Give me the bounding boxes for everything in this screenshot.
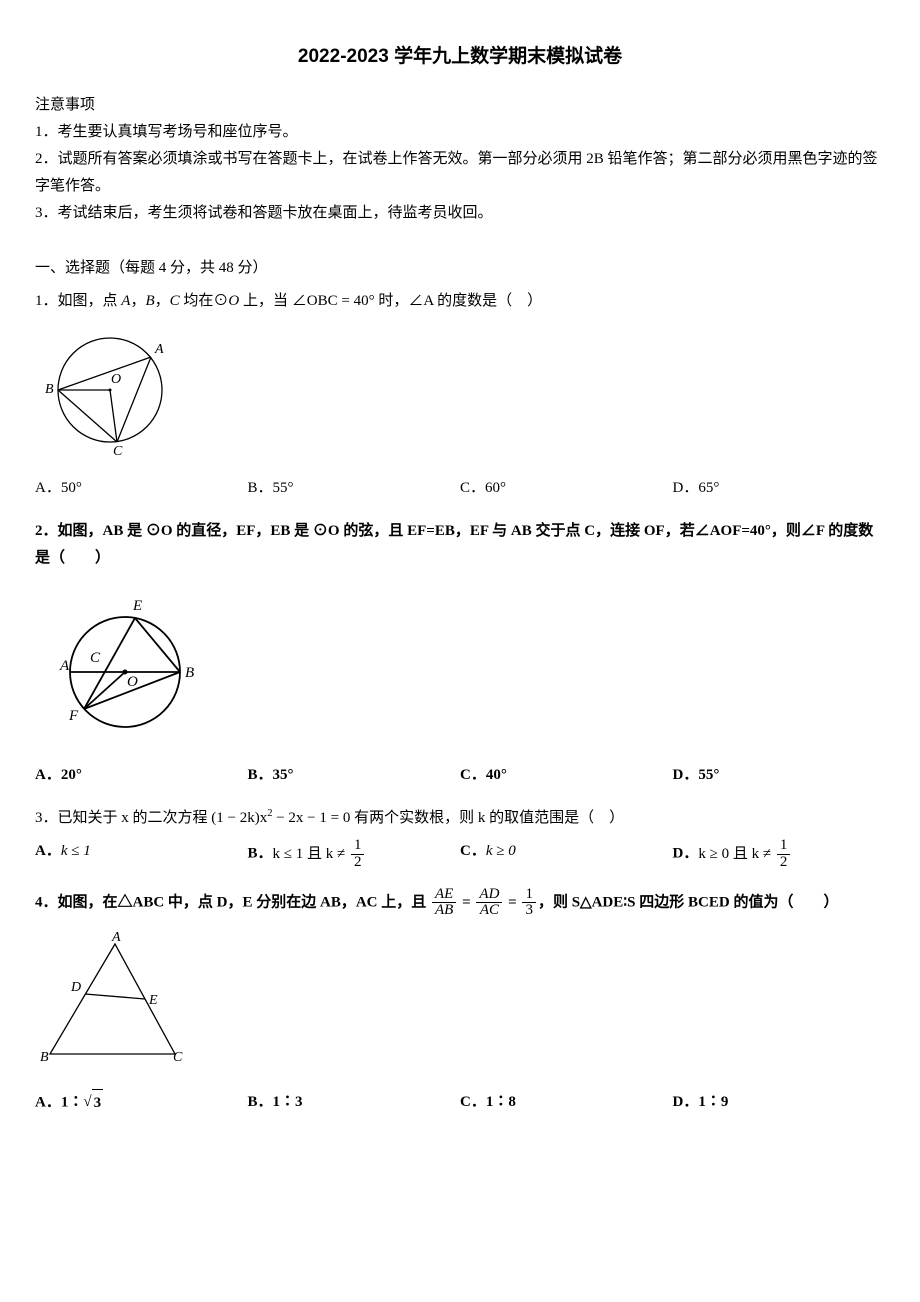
q4-f3-den: 3 xyxy=(522,903,536,919)
q4-fig-label-E: E xyxy=(148,993,158,1008)
q1-text: 1．如图，点 A，B，C 均在⊙O 上，当 ∠OBC = 40° 时，∠A 的度… xyxy=(35,288,885,315)
q2-text: 2．如图，AB 是 ⊙O 的直径，EF，EB 是 ⊙O 的弦，且 EF=EB，E… xyxy=(35,518,885,572)
notice-item-1: 1．考生要认真填写考场号和座位序号。 xyxy=(35,119,885,146)
notice-item-3: 3．考试结束后，考生须将试卷和答题卡放在桌面上，待监考员收回。 xyxy=(35,200,885,227)
q3-B-den: 2 xyxy=(351,855,365,871)
q4-f1-num: AE xyxy=(432,887,456,904)
q3-option-B: B．k ≤ 1 且 k ≠ 12 xyxy=(248,838,461,871)
q2-option-A: A．20° xyxy=(35,762,248,789)
q3-B-pre: k ≤ 1 且 k ≠ xyxy=(273,846,349,862)
q3-eq-p1: (1 − 2k)x xyxy=(211,810,267,826)
q4-f2-num: AD xyxy=(476,887,502,904)
q4-A-label: A．1∶ xyxy=(35,1095,83,1111)
q4-fig-label-B: B xyxy=(40,1050,49,1065)
q1-O: O xyxy=(228,293,239,309)
q3-A-label: A． xyxy=(35,843,61,859)
q1-option-C: C．60° xyxy=(460,475,673,502)
question-4: 4．如图，在△ABC 中，点 D，E 分别在边 AB，AC 上，且 AEAB =… xyxy=(35,887,885,1118)
q1-C: C xyxy=(170,293,180,309)
notice-block: 注意事项 1．考生要认真填写考场号和座位序号。 2．试题所有答案必须填涂或书写在… xyxy=(35,92,885,227)
q3-D-num: 1 xyxy=(777,838,791,855)
q1-mid2: 上，当 xyxy=(239,293,292,309)
q4-fig-label-C: C xyxy=(173,1050,183,1065)
q3-eq-p2: − 2x − 1 = 0 xyxy=(272,810,350,826)
q4-pre: 4．如图，在△ABC 中，点 D，E 分别在边 AB，AC 上，且 xyxy=(35,894,430,910)
question-2: 2．如图，AB 是 ⊙O 的直径，EF，EB 是 ⊙O 的弦，且 EF=EB，E… xyxy=(35,518,885,789)
q2-fig-label-O: O xyxy=(127,674,138,690)
notice-item-2: 2．试题所有答案必须填涂或书写在答题卡上，在试卷上作答无效。第一部分必须用 2B… xyxy=(35,146,885,200)
page-title: 2022-2023 学年九上数学期末模拟试卷 xyxy=(35,40,885,74)
q4-fig-label-A: A xyxy=(111,930,121,945)
q1-option-B: B．55° xyxy=(248,475,461,502)
q4-f1-den: AB xyxy=(432,903,456,919)
q1-B: B xyxy=(145,293,154,309)
q4-end: ，则 S△ADE∶S 四边形 BCED 的值为（ ） xyxy=(538,894,838,910)
q3-D-den: 2 xyxy=(777,855,791,871)
q1-fig-label-C: C xyxy=(113,444,123,455)
q3-end: 有两个实数根，则 k 的取值范围是（ ） xyxy=(350,810,624,826)
q2-option-D: D．55° xyxy=(673,762,886,789)
q3-B-label: B． xyxy=(248,846,273,862)
q4-A-sqrt: 3 xyxy=(92,1089,104,1117)
q1-mid3: 时， xyxy=(375,293,409,309)
q4-fig-label-D: D xyxy=(70,980,81,995)
q4-option-C: C．1∶8 xyxy=(460,1089,673,1117)
q1-end: 的度数是（ ） xyxy=(433,293,542,309)
q2-figure: A B C E F O xyxy=(35,582,885,752)
q3-pre: 3．已知关于 x 的二次方程 xyxy=(35,810,211,826)
q4-option-D: D．1∶9 xyxy=(673,1089,886,1117)
q4-figure: A B C D E xyxy=(35,929,885,1079)
q4-eq1: = xyxy=(458,894,474,910)
q3-B-num: 1 xyxy=(351,838,365,855)
q3-D-label: D． xyxy=(673,846,699,862)
q1-angleA: ∠A xyxy=(408,293,433,309)
q3-text: 3．已知关于 x 的二次方程 (1 − 2k)x2 − 2x − 1 = 0 有… xyxy=(35,805,885,832)
q1-option-A: A．50° xyxy=(35,475,248,502)
q1-option-D: D．65° xyxy=(673,475,886,502)
q4-eq2: = xyxy=(504,894,520,910)
q1-fig-label-B: B xyxy=(45,382,54,397)
q2-option-B: B．35° xyxy=(248,762,461,789)
q2-fig-label-E: E xyxy=(132,598,142,614)
q4-option-A: A．1∶√3 xyxy=(35,1089,248,1117)
q3-C-body: k ≥ 0 xyxy=(486,843,516,859)
q2-options: A．20° B．35° C．40° D．55° xyxy=(35,762,885,789)
q1-options: A．50° B．55° C．60° D．65° xyxy=(35,475,885,502)
q4-options: A．1∶√3 B．1∶3 C．1∶8 D．1∶9 xyxy=(35,1089,885,1117)
question-3: 3．已知关于 x 的二次方程 (1 − 2k)x 2 − 2x − 1 = 0 有… xyxy=(35,805,885,871)
q4-f2-den: AC xyxy=(476,903,502,919)
q2-option-C: C．40° xyxy=(460,762,673,789)
section-1-heading: 一、选择题（每题 4 分，共 48 分） xyxy=(35,255,885,282)
q3-A-body: k ≤ 1 xyxy=(61,843,91,859)
q3-options: A．k ≤ 1 B．k ≤ 1 且 k ≠ 12 C．k ≥ 0 D．k ≥ 0… xyxy=(35,838,885,871)
q2-fig-label-F: F xyxy=(68,708,79,724)
q1-figure: A B C O xyxy=(35,325,885,465)
q2-fig-label-C: C xyxy=(90,650,101,666)
q1-sep2: ， xyxy=(155,293,170,309)
notice-heading: 注意事项 xyxy=(35,92,885,119)
q4-f3-num: 1 xyxy=(522,887,536,904)
q4-option-B: B．1∶3 xyxy=(248,1089,461,1117)
q3-option-C: C．k ≥ 0 xyxy=(460,838,673,871)
q3-option-A: A．k ≤ 1 xyxy=(35,838,248,871)
q3-C-label: C． xyxy=(460,843,486,859)
question-1: 1．如图，点 A，B，C 均在⊙O 上，当 ∠OBC = 40° 时，∠A 的度… xyxy=(35,288,885,502)
q1-pre: 1．如图，点 xyxy=(35,293,121,309)
q3-option-D: D．k ≥ 0 且 k ≠ 12 xyxy=(673,838,886,871)
q4-text: 4．如图，在△ABC 中，点 D，E 分别在边 AB，AC 上，且 AEAB =… xyxy=(35,887,885,920)
q3-D-pre: k ≥ 0 且 k ≠ xyxy=(698,846,774,862)
q1-angleOBC: ∠OBC = 40° xyxy=(292,293,375,309)
q2-fig-label-B: B xyxy=(185,665,194,681)
q1-fig-label-O: O xyxy=(111,372,121,387)
q1-sep1: ， xyxy=(130,293,145,309)
q1-mid1: 均在⊙ xyxy=(180,293,229,309)
q1-fig-label-A: A xyxy=(154,342,164,357)
q2-fig-label-A: A xyxy=(59,658,70,674)
